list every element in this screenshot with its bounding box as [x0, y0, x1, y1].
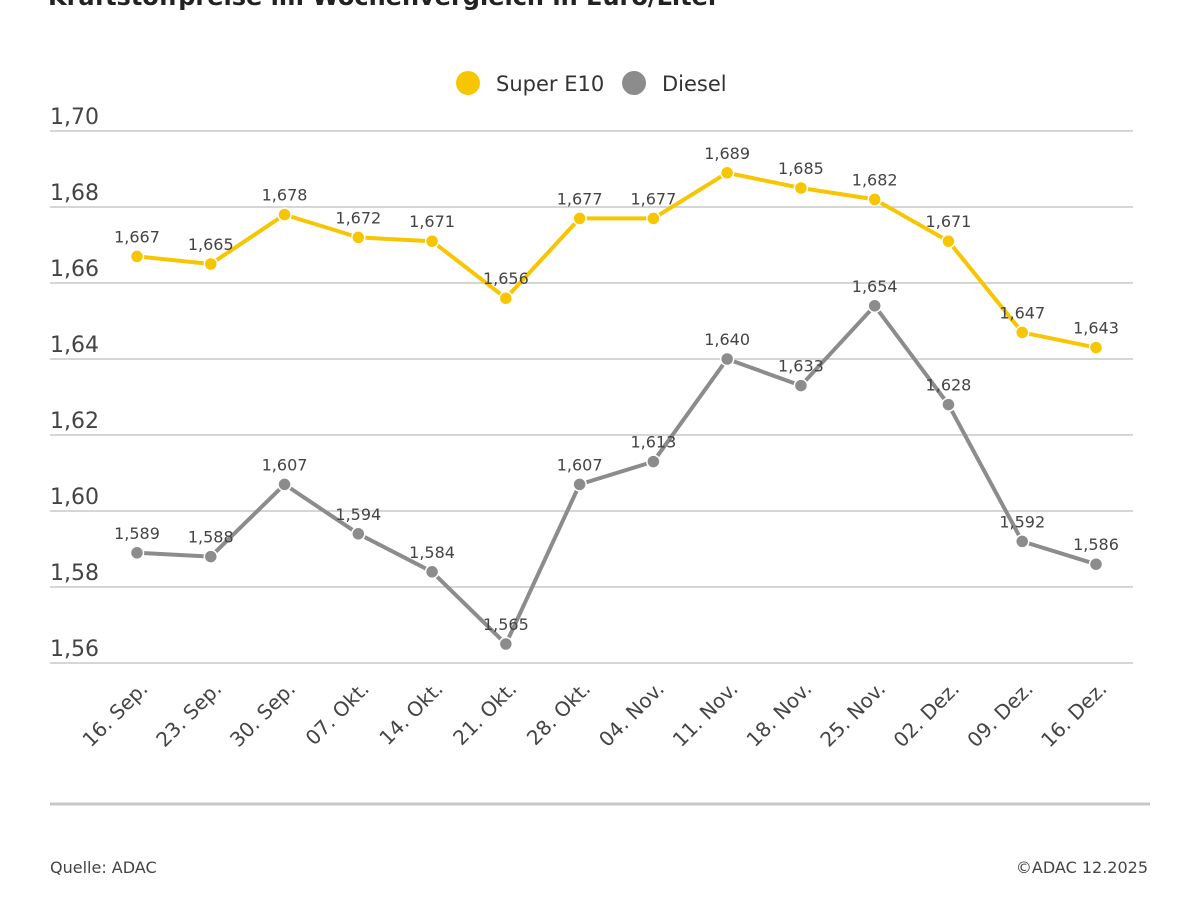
data-label: 1,613	[630, 433, 676, 452]
data-point	[793, 180, 809, 196]
data-point	[1014, 325, 1030, 340]
data-point	[941, 397, 956, 412]
data-label: 1,682	[852, 170, 898, 189]
legend-marker	[456, 71, 480, 95]
legend-label: Super E10	[496, 72, 604, 96]
data-label: 1,588	[188, 528, 234, 547]
data-label: 1,654	[852, 277, 898, 296]
x-tick-label: 16. Sep.	[77, 677, 152, 752]
x-tick-label: 18. Nov.	[741, 677, 816, 752]
data-label: 1,667	[114, 227, 160, 246]
data-label: 1,633	[778, 357, 824, 376]
data-point	[1014, 534, 1030, 549]
data-point	[129, 249, 145, 264]
data-point	[646, 211, 661, 226]
data-point	[719, 351, 735, 367]
data-label: 1,589	[114, 524, 160, 543]
x-tick-label: 09. Dez.	[962, 677, 1037, 752]
copyright-note: ©ADAC 12.2025	[1015, 858, 1148, 877]
data-label: 1,671	[926, 212, 972, 231]
data-label: 1,565	[483, 615, 529, 634]
data-point	[424, 564, 440, 580]
data-label: 1,656	[483, 269, 529, 288]
y-tick-label: 1,60	[50, 485, 99, 510]
data-label: 1,647	[999, 303, 1045, 322]
data-point	[941, 233, 956, 249]
data-label: 1,586	[1073, 535, 1119, 554]
y-tick-label: 1,68	[50, 181, 99, 206]
x-tick-label: 04. Nov.	[594, 677, 669, 752]
x-tick-label: 21. Okt.	[448, 677, 521, 750]
data-point	[793, 378, 809, 393]
data-label: 1,677	[630, 189, 676, 208]
data-label: 1,607	[557, 455, 603, 474]
data-point	[867, 192, 882, 207]
data-point	[277, 477, 292, 492]
y-tick-label: 1,70	[50, 105, 99, 130]
data-label: 1,643	[1073, 319, 1119, 338]
data-point	[351, 526, 366, 542]
data-label: 1,678	[262, 186, 308, 205]
data-label: 1,665	[188, 235, 234, 254]
x-tick-label: 23. Sep.	[151, 677, 226, 752]
data-point	[203, 256, 219, 272]
series-line	[136, 170, 1097, 350]
x-tick-label: 14. Okt.	[374, 677, 447, 750]
data-label: 1,628	[926, 376, 972, 395]
x-tick-label: 07. Okt.	[301, 677, 374, 750]
y-tick-label: 1,62	[50, 409, 99, 434]
data-label: 1,689	[704, 144, 750, 163]
legend-label: Diesel	[662, 72, 727, 96]
series-line	[136, 303, 1097, 646]
data-label: 1,584	[409, 543, 455, 562]
data-point	[1088, 556, 1104, 572]
data-point	[203, 549, 219, 564]
data-label: 1,672	[335, 208, 381, 227]
data-point	[572, 211, 587, 226]
x-tick-label: 11. Nov.	[668, 677, 743, 752]
y-tick-label: 1,58	[50, 561, 99, 586]
x-tick-label: 25. Nov.	[815, 677, 890, 752]
data-point	[719, 165, 735, 181]
data-point	[646, 454, 661, 469]
y-tick-label: 1,66	[50, 257, 99, 282]
data-point	[867, 298, 882, 314]
data-label: 1,592	[999, 512, 1045, 531]
data-label: 1,607	[262, 455, 308, 474]
x-tick-label: 30. Sep.	[225, 677, 300, 752]
data-point	[1088, 340, 1104, 355]
data-point	[351, 230, 366, 245]
x-tick-label: 16. Dez.	[1036, 677, 1111, 752]
legend-marker	[622, 71, 646, 95]
data-label: 1,671	[409, 212, 455, 231]
y-tick-label: 1,56	[50, 637, 99, 662]
data-label: 1,677	[557, 189, 603, 208]
data-point	[498, 290, 514, 306]
source-note: Quelle: ADAC	[50, 858, 157, 877]
data-label: 1,594	[335, 505, 381, 524]
data-label: 1,685	[778, 159, 824, 178]
chart-title: Kraftstoffpreise im Wochenvergleich in E…	[48, 0, 720, 11]
data-label: 1,640	[704, 330, 750, 349]
y-tick-label: 1,64	[50, 333, 99, 358]
data-point	[498, 636, 514, 652]
x-tick-label: 28. Okt.	[522, 677, 595, 750]
data-point	[572, 477, 587, 492]
data-point	[277, 207, 292, 222]
data-point	[424, 233, 440, 249]
x-tick-label: 02. Dez.	[889, 677, 964, 752]
data-point	[129, 545, 145, 561]
